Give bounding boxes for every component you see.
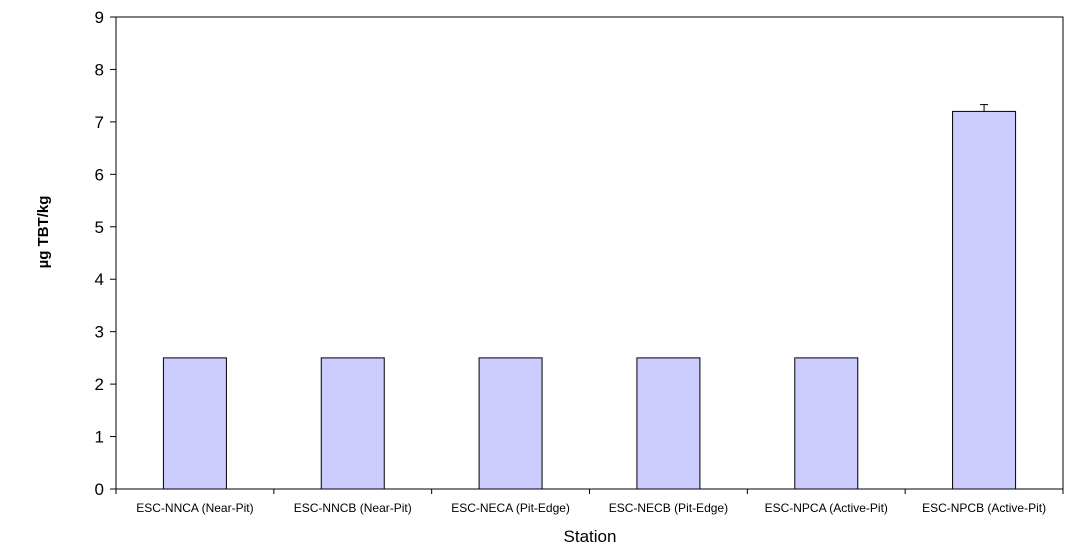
x-tick-label: ESC-NPCA (Active-Pit) xyxy=(765,501,888,515)
y-tick-label: 8 xyxy=(95,60,104,79)
x-tick-label: ESC-NPCB (Active-Pit) xyxy=(922,501,1046,515)
y-tick-label: 5 xyxy=(95,218,104,237)
y-tick-label: 3 xyxy=(95,323,104,342)
bar xyxy=(952,110,1017,490)
x-axis-title: Station xyxy=(564,527,617,546)
bar xyxy=(320,357,385,490)
x-tick-label: ESC-NECB (Pit-Edge) xyxy=(609,501,728,515)
bar xyxy=(162,357,227,490)
x-tick-label: ESC-NNCA (Near-Pit) xyxy=(136,501,253,515)
bar xyxy=(636,357,701,490)
y-tick-label: 1 xyxy=(95,428,104,447)
x-tick-label: ESC-NECA (Pit-Edge) xyxy=(451,501,570,515)
y-tick-label: 2 xyxy=(95,375,104,394)
x-axis: ESC-NNCA (Near-Pit) ESC-NNCB (Near-Pit) ES… xyxy=(115,489,1064,515)
plot-area xyxy=(115,16,1064,490)
x-tick-label: ESC-NNCB (Near-Pit) xyxy=(294,501,412,515)
y-tick-label: 6 xyxy=(95,165,104,184)
bar xyxy=(794,357,859,490)
y-tick-label: 7 xyxy=(95,113,104,132)
y-axis-title: µg TBT/kg xyxy=(35,196,52,269)
plot-border xyxy=(115,16,1064,490)
y-tick-label: 9 xyxy=(95,8,104,27)
y-tick-label: 0 xyxy=(95,480,104,499)
bars xyxy=(162,104,1017,490)
y-tick-label: 4 xyxy=(95,270,104,289)
bar xyxy=(478,357,543,490)
y-axis: 0 1 2 3 4 5 6 7 8 9 xyxy=(95,8,116,499)
